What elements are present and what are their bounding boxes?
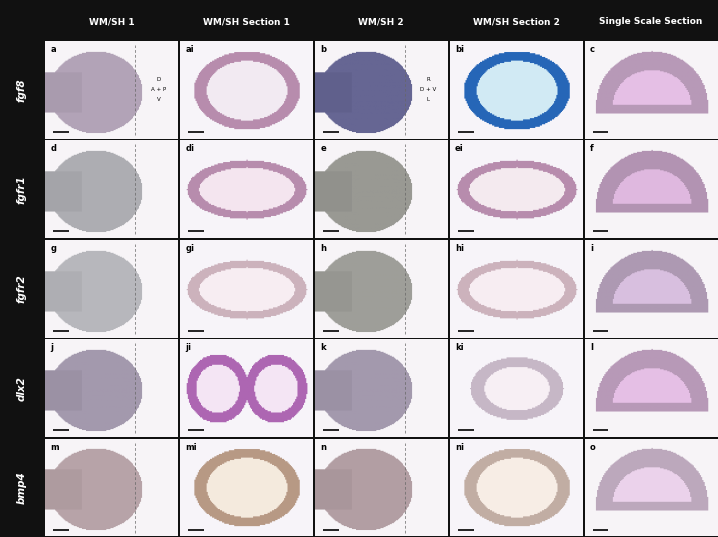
Text: f: f	[590, 144, 594, 153]
Text: i: i	[590, 244, 593, 252]
Text: m: m	[50, 442, 59, 452]
Text: b: b	[320, 45, 326, 54]
Text: c: c	[590, 45, 595, 54]
Text: k: k	[320, 343, 326, 352]
Text: n: n	[320, 442, 326, 452]
Text: bi: bi	[455, 45, 464, 54]
Text: ei: ei	[455, 144, 464, 153]
Text: ki: ki	[455, 343, 464, 352]
Text: WM/SH Section 2: WM/SH Section 2	[472, 17, 559, 26]
Text: fgfr1: fgfr1	[17, 175, 27, 204]
Text: ai: ai	[185, 45, 194, 54]
Text: D + V: D + V	[420, 87, 436, 92]
Text: dlx2: dlx2	[17, 376, 27, 401]
Text: d: d	[50, 144, 57, 153]
Text: Single Scale Section: Single Scale Section	[600, 17, 703, 26]
Text: j: j	[50, 343, 54, 352]
Text: h: h	[320, 244, 326, 252]
Text: e: e	[320, 144, 326, 153]
Text: mi: mi	[185, 442, 197, 452]
Text: fgfr2: fgfr2	[17, 274, 27, 303]
Text: gi: gi	[185, 244, 195, 252]
Text: WM/SH 2: WM/SH 2	[358, 17, 404, 26]
Text: A + P: A + P	[151, 87, 167, 92]
Text: fgf8: fgf8	[17, 78, 27, 101]
Text: WM/SH 1: WM/SH 1	[89, 17, 134, 26]
Text: ji: ji	[185, 343, 192, 352]
Text: g: g	[50, 244, 57, 252]
Text: WM/SH Section 1: WM/SH Section 1	[203, 17, 290, 26]
Text: di: di	[185, 144, 195, 153]
Text: ni: ni	[455, 442, 464, 452]
Text: a: a	[50, 45, 56, 54]
Text: R: R	[426, 77, 430, 83]
Text: L: L	[426, 97, 429, 102]
Text: l: l	[590, 343, 593, 352]
Text: o: o	[590, 442, 596, 452]
Text: hi: hi	[455, 244, 464, 252]
Text: bmp4: bmp4	[17, 471, 27, 504]
Text: V: V	[157, 97, 160, 102]
Text: D: D	[157, 77, 161, 83]
